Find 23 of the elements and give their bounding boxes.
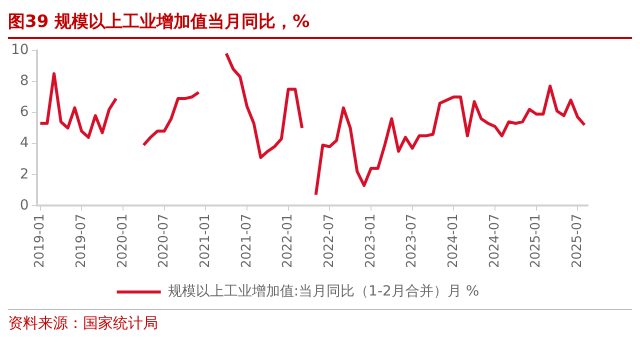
x-tick-label: 2021-07 [239,214,254,268]
x-tick-label: 2019-07 [74,214,89,268]
y-tick-label: 4 [20,135,29,152]
y-tick-label: 8 [20,73,29,90]
x-tick-label: 2019-01 [32,214,48,268]
chart-title: 图39 规模以上工业增加值当月同比，% [8,8,632,39]
x-tick-label: 2023-01 [363,214,378,268]
legend-label: 规模以上工业增加值:当月同比（1-2月合并）月 % [168,284,480,300]
x-tick-label: 2025-07 [570,214,586,268]
x-tick-label: 2025-01 [528,214,544,268]
x-tick-label: 2024-07 [487,214,502,268]
x-tick-label: 2022-07 [322,214,338,268]
x-tick-label: 2024-01 [446,214,462,268]
y-tick-label: 10 [10,42,29,58]
x-tick-label: 2023-07 [404,214,420,268]
x-tick-label: 2020-01 [115,214,130,268]
y-tick-label: 6 [20,104,29,120]
y-tick-label: 0 [20,197,29,214]
x-tick-label: 2021-01 [198,214,213,268]
y-tick-label: 2 [20,166,29,182]
text: 资料来源：国家统计局 [8,309,632,333]
x-tick-label: 2022-01 [280,214,296,268]
x-tick-label: 2020-07 [156,214,172,268]
